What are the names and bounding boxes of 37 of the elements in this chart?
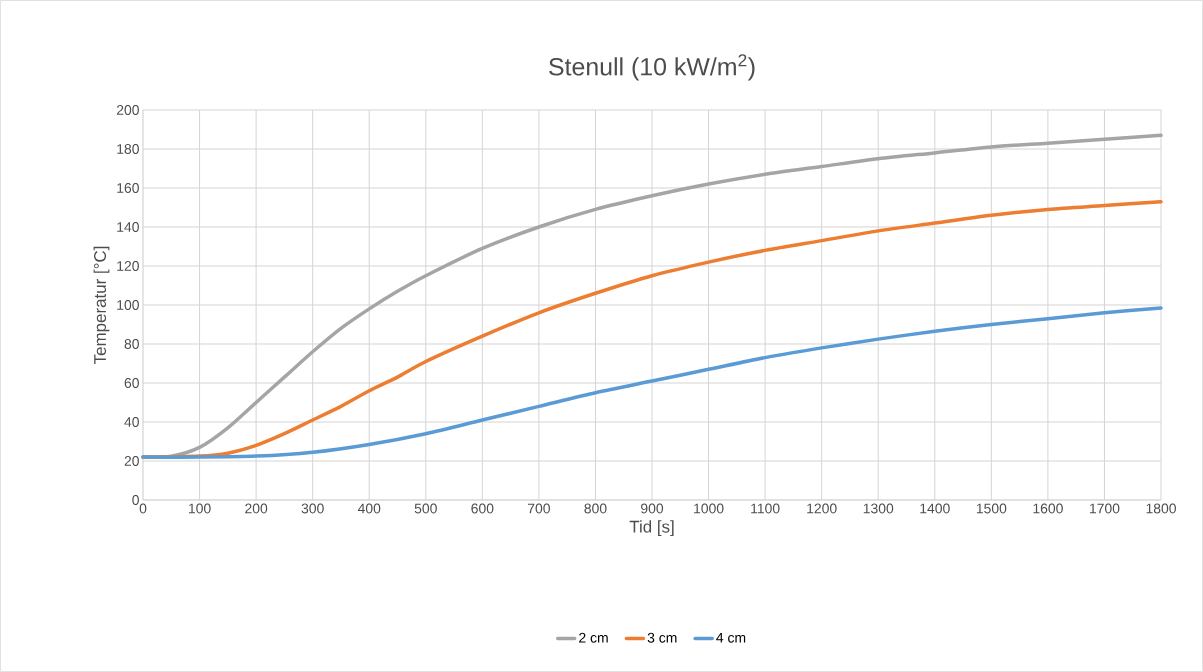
chart-title: Stenull (10 kW/m$^{2}$)	[549, 54, 755, 81]
x-tick-label: 1000	[694, 503, 724, 514]
x-tick-label: 700	[527, 503, 550, 514]
y-tick-label: 120	[117, 261, 139, 271]
x-tick-label: 1500	[976, 503, 1007, 514]
x-tick-label: 500	[414, 503, 437, 514]
legend-label: 4 cm	[716, 632, 746, 643]
y-axis-title: Temperatur [°C]	[93, 246, 110, 364]
y-tick-label: 140	[117, 222, 139, 232]
x-tick-label: 100	[188, 503, 211, 514]
x-tick-label: 1600	[1033, 503, 1063, 514]
x-tick-label: 200	[245, 503, 268, 514]
x-tick-label: 400	[357, 503, 381, 514]
x-tick-label: 300	[301, 503, 324, 514]
x-tick-label: 1700	[1090, 503, 1120, 514]
x-tick-label: 1300	[863, 503, 894, 514]
x-axis-title: Tid [s]	[629, 520, 674, 537]
legend-label: 3 cm	[647, 632, 677, 643]
y-tick-label: 80	[124, 339, 139, 349]
x-tick-label: 1100	[751, 503, 780, 514]
legend-label: 2 cm	[579, 632, 608, 643]
y-tick-label: 100	[117, 300, 139, 310]
x-tick-label: 600	[471, 503, 494, 514]
x-tick-label: 1800	[1146, 503, 1176, 514]
x-tick-label: 800	[584, 503, 607, 514]
line-series	[141, 306, 1163, 459]
y-tick-label: 200	[116, 105, 139, 115]
y-tick-label: 20	[124, 456, 139, 466]
x-tick-label: 1400	[920, 503, 950, 514]
y-tick-label: 0	[132, 495, 139, 505]
y-tick-label: 160	[117, 183, 139, 193]
x-tick-label: 900	[641, 503, 664, 514]
y-tick-label: 180	[117, 144, 139, 154]
y-tick-label: 40	[124, 417, 139, 427]
y-tick-label: 60	[124, 378, 139, 388]
x-tick-label: 0	[139, 503, 147, 514]
x-tick-label: 1200	[807, 503, 837, 514]
